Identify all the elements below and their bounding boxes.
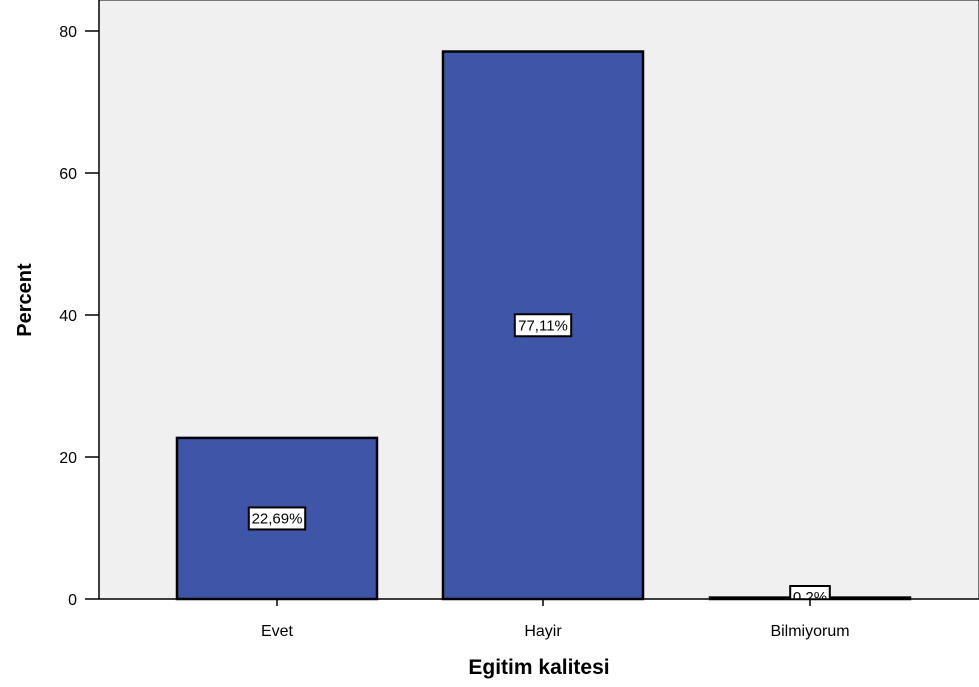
y-tick-label: 60 bbox=[59, 166, 77, 183]
data-label-box bbox=[513, 313, 573, 338]
y-axis-title: Percent bbox=[14, 263, 36, 337]
data-labels-layer: 22,69% 77,11% 0,2% bbox=[247, 313, 831, 606]
data-label-text: 77,11% bbox=[518, 317, 568, 334]
y-tick-label: 80 bbox=[59, 24, 77, 41]
data-label-text: 0,2% bbox=[793, 589, 827, 606]
data-label-box bbox=[247, 506, 307, 531]
x-tick-label: Hayir bbox=[524, 623, 562, 640]
y-axis: 0 20 40 60 80 bbox=[59, 0, 100, 609]
data-label-text: 22,69% bbox=[252, 510, 303, 527]
y-tick-label: 0 bbox=[68, 592, 77, 609]
y-tick-label: 40 bbox=[59, 308, 77, 325]
y-tick-label: 20 bbox=[59, 450, 77, 467]
x-tick-label: Evet bbox=[261, 623, 294, 640]
data-label-hayir: 77,11% bbox=[513, 313, 573, 338]
data-label-evet: 22,69% bbox=[247, 506, 307, 531]
x-tick-label: Bilmiyorum bbox=[770, 623, 849, 640]
x-axis: Evet Hayir Bilmiyorum bbox=[99, 598, 979, 640]
data-label-bilmiyorum: 0,2% bbox=[789, 585, 831, 606]
data-label-box bbox=[789, 585, 831, 599]
x-axis-title: Egitim kalitesi bbox=[468, 656, 609, 679]
